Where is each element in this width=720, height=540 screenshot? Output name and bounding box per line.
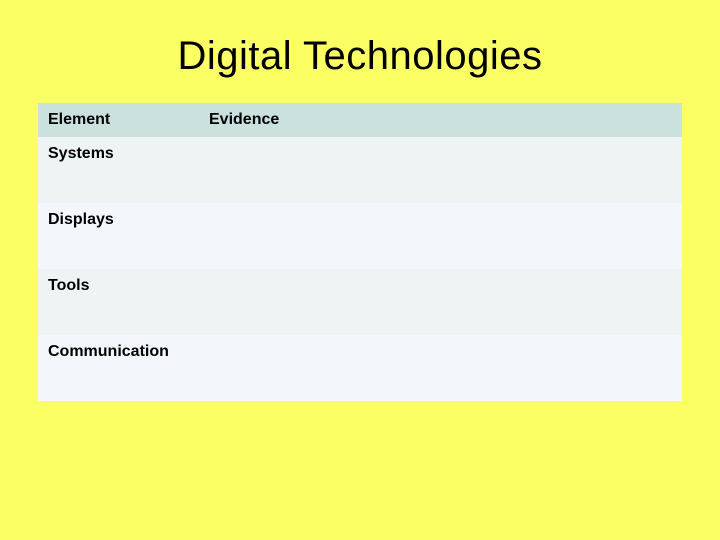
- cell-element: Communication: [38, 335, 199, 401]
- page-title: Digital Technologies: [177, 34, 542, 79]
- cell-element: Tools: [38, 269, 199, 335]
- table-row: Communication: [38, 335, 682, 401]
- table-header-row: Element Evidence: [38, 103, 682, 137]
- slide: Digital Technologies Element Evidence Sy…: [0, 0, 720, 540]
- col-header-evidence: Evidence: [199, 103, 682, 137]
- col-header-element: Element: [38, 103, 199, 137]
- cell-evidence: [199, 335, 682, 401]
- table-row: Displays: [38, 203, 682, 269]
- cell-element: Displays: [38, 203, 199, 269]
- cell-element: Systems: [38, 137, 199, 203]
- table-row: Tools: [38, 269, 682, 335]
- table-row: Systems: [38, 137, 682, 203]
- cell-evidence: [199, 269, 682, 335]
- evidence-table: Element Evidence Systems Displays Tools …: [38, 103, 682, 401]
- cell-evidence: [199, 203, 682, 269]
- cell-evidence: [199, 137, 682, 203]
